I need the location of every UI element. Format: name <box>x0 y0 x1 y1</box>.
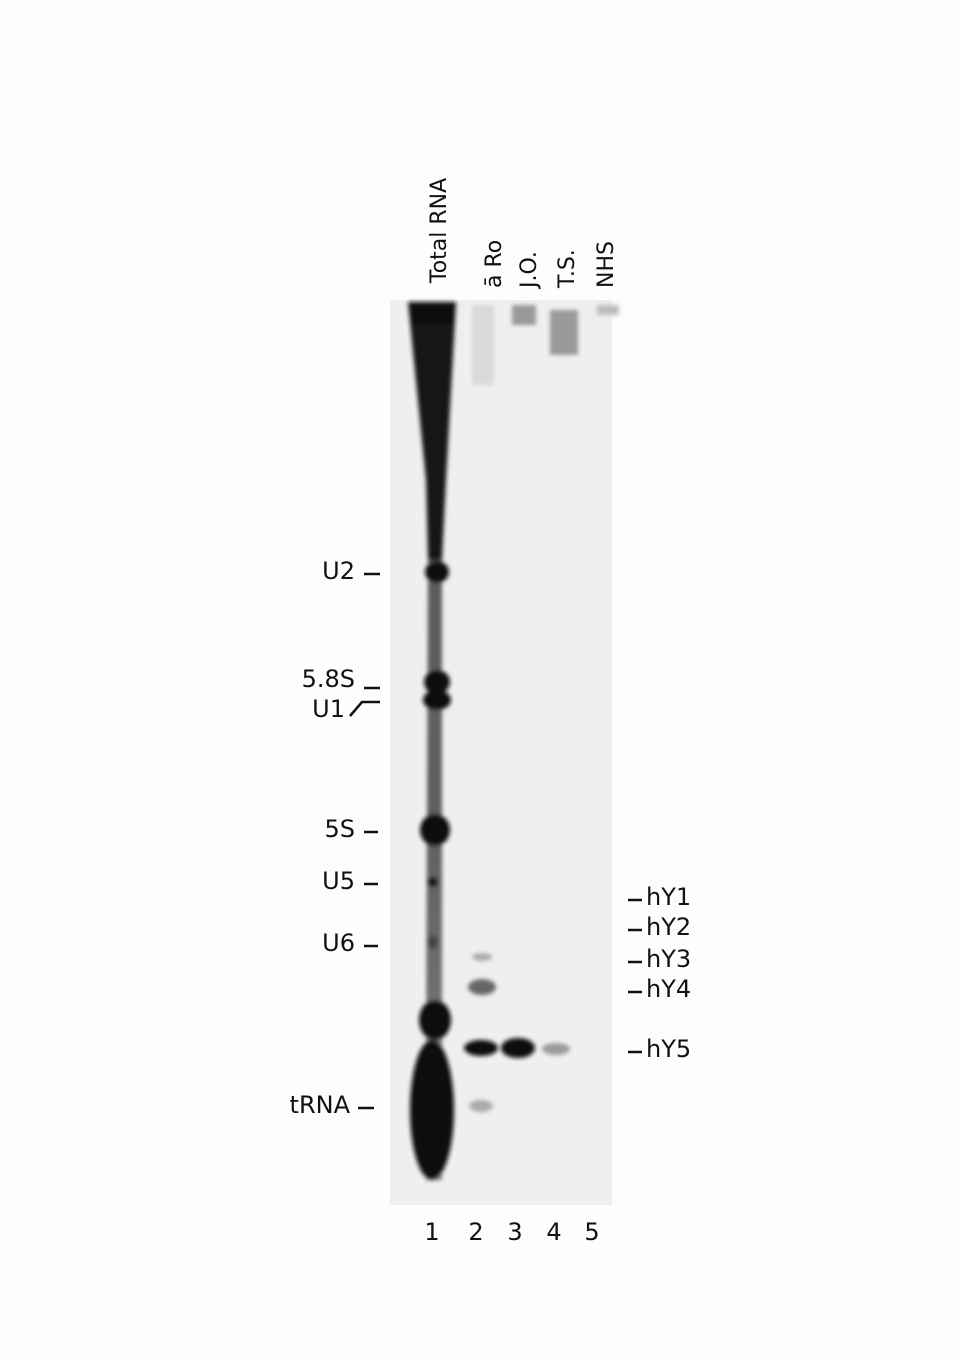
left-marker: tRNA <box>290 1091 351 1119</box>
lane-number: 2 <box>468 1218 483 1246</box>
right-marker: hY2 <box>646 913 691 941</box>
left-marker: U2 <box>322 557 355 585</box>
figure: Total RNA ā Ro J.O. T.S. NHS U2 5.8S U1 … <box>0 0 957 1359</box>
lane-label: ā Ro <box>482 240 507 288</box>
right-marker: hY5 <box>646 1035 691 1063</box>
left-marker: 5.8S <box>302 665 355 693</box>
lane-number: 1 <box>424 1218 439 1246</box>
left-marker: 5S <box>324 815 355 843</box>
lane-number: 3 <box>507 1218 522 1246</box>
lane-label: J.O. <box>517 251 542 290</box>
left-marker: U6 <box>322 929 355 957</box>
left-marker: U5 <box>322 867 355 895</box>
right-marker: hY4 <box>646 975 691 1003</box>
lane-label: NHS <box>594 241 619 288</box>
lane-number: 5 <box>584 1218 599 1246</box>
right-marker: hY1 <box>646 883 691 911</box>
lane-label: Total RNA <box>427 178 452 284</box>
lane-number: 4 <box>546 1218 561 1246</box>
left-marker: U1 <box>312 695 345 723</box>
lane-label: T.S. <box>555 249 580 289</box>
right-marker: hY3 <box>646 945 691 973</box>
